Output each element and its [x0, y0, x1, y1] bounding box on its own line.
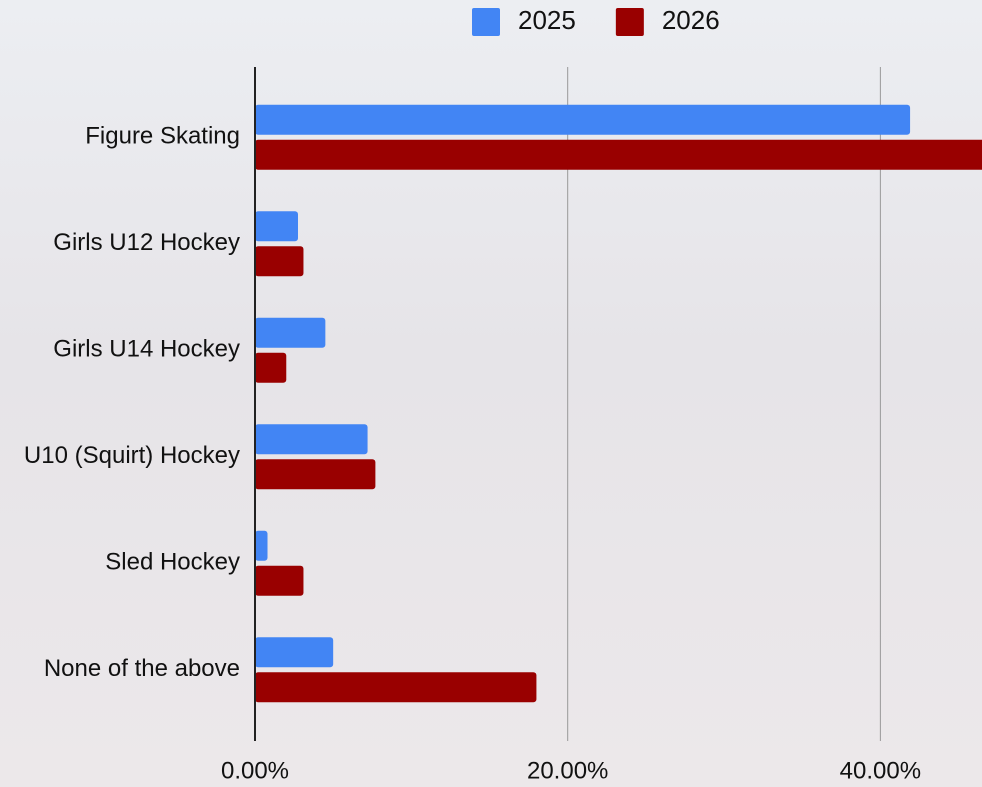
bars	[255, 104, 982, 703]
bar	[255, 104, 911, 135]
bar	[255, 672, 537, 703]
y-tick-label: None of the above	[44, 655, 240, 682]
legend-label: 2026	[662, 5, 720, 35]
y-tick-label: Sled Hockey	[105, 549, 240, 576]
y-tick-label: U10 (Squirt) Hockey	[24, 442, 240, 469]
bar	[255, 352, 287, 383]
legend-swatch	[472, 8, 500, 36]
legend-swatch	[615, 8, 644, 36]
bar	[255, 317, 326, 348]
y-tick-label: Girls U12 Hockey	[53, 229, 240, 256]
y-tick-label: Girls U14 Hockey	[53, 336, 240, 363]
bar	[255, 139, 982, 170]
x-tick-label: 20.00%	[527, 757, 608, 784]
x-tick-label: 0.00%	[221, 757, 289, 784]
legend-label: 2025	[518, 5, 576, 35]
bar	[255, 424, 368, 455]
bar	[255, 211, 298, 242]
bar	[255, 459, 376, 490]
bar	[255, 637, 334, 668]
labels: 0.00% 20.00% 40.00% Figure Skating Girls U12…	[24, 5, 921, 784]
bar	[255, 565, 304, 596]
x-tick-label: 40.00%	[840, 757, 921, 784]
bar	[255, 246, 304, 277]
y-tick-label: Figure Skating	[85, 123, 240, 150]
grid	[567, 67, 881, 741]
bar	[255, 530, 268, 561]
